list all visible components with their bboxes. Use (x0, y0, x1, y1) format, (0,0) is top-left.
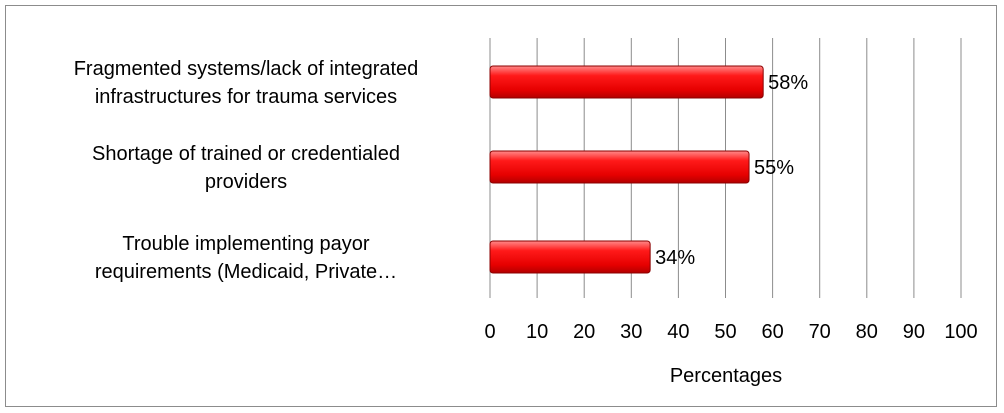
x-tick-label-70: 70 (809, 321, 831, 343)
category-label-1: Fragmented systems/lack of integrated inf… (74, 58, 419, 108)
x-axis-title: Percentages (670, 365, 782, 387)
category-labels: Fragmented systems/lack of integrated inf… (74, 58, 419, 283)
bars (489, 65, 764, 274)
x-tick-label-80: 80 (856, 321, 878, 343)
x-tick-label-20: 20 (573, 321, 595, 343)
category-label-3: Trouble implementing payor requirements (… (95, 233, 397, 283)
x-tick-label-0: 0 (484, 321, 495, 343)
x-tick-label-40: 40 (667, 321, 689, 343)
bar-2 (489, 150, 750, 184)
x-tick-label-30: 30 (620, 321, 642, 343)
bar-3 (489, 240, 651, 274)
x-tick-label-90: 90 (903, 321, 925, 343)
x-tick-label-60: 60 (761, 321, 783, 343)
bar-1 (489, 65, 764, 99)
data-label-3: 34% (655, 247, 695, 269)
data-label-1: 58% (768, 72, 808, 94)
x-tick-label-50: 50 (714, 321, 736, 343)
data-label-2: 55% (754, 157, 794, 179)
data-labels: 58% 55% 34% (655, 72, 808, 269)
x-tick-label-10: 10 (526, 321, 548, 343)
x-tick-label-100: 100 (944, 321, 977, 343)
category-label-2: Shortage of trained or credentialed provi… (92, 143, 400, 193)
x-tick-labels: 0 10 20 30 40 50 60 70 80 90 100 (484, 321, 977, 343)
